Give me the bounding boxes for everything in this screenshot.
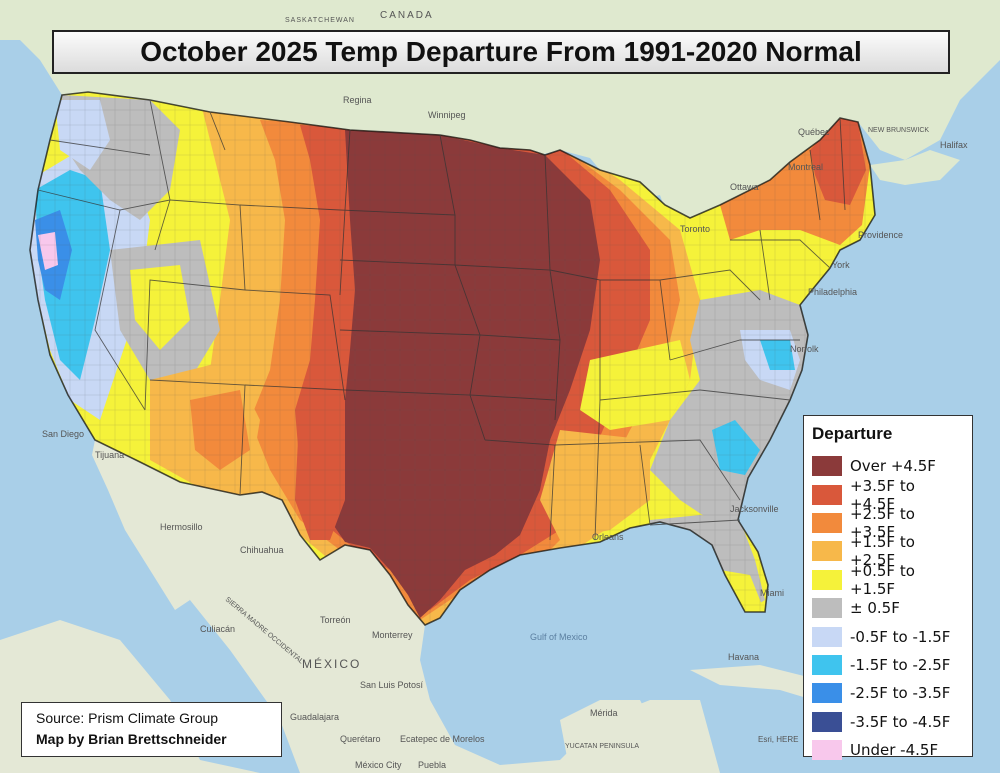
legend-item: +3.5F to +4.5F xyxy=(812,477,962,513)
label-montreal: Montreal xyxy=(788,162,823,172)
legend-swatch xyxy=(812,683,842,704)
legend-items: Over +4.5F +3.5F to +4.5F +2.5F to +3.5F +1… xyxy=(812,452,962,764)
legend: Departure Over +4.5F +3.5F to +4.5F +2.5F … xyxy=(803,415,973,761)
label-toronto: Toronto xyxy=(680,224,710,234)
legend-item: +0.5F to +1.5F xyxy=(812,562,962,598)
legend-label: -1.5F to -2.5F xyxy=(850,655,951,674)
label-guadalajara: Guadalajara xyxy=(290,712,339,722)
legend-item: +1.5F to +2.5F xyxy=(812,533,962,569)
label-jacksonville: Jacksonville xyxy=(730,504,779,514)
label-monterrey: Monterrey xyxy=(372,630,413,640)
legend-swatch xyxy=(812,654,842,675)
label-san-diego: San Diego xyxy=(42,429,84,439)
label-ottawa: Ottawa xyxy=(730,182,759,192)
label-chihuahua: Chihuahua xyxy=(240,545,284,555)
legend-title: Departure xyxy=(812,424,893,443)
map-title: October 2025 Temp Departure From 1991-20… xyxy=(52,30,950,74)
label-yucatan: YUCATAN PENINSULA xyxy=(565,743,639,750)
legend-item: -2.5F to -3.5F xyxy=(812,679,962,707)
label-torreon: Torreón xyxy=(320,615,351,625)
legend-item: ± 0.5F xyxy=(812,594,962,622)
legend-label: Under -4.5F xyxy=(850,741,939,760)
source-credit: Source: Prism Climate Group xyxy=(36,710,219,726)
legend-swatch xyxy=(812,541,842,562)
label-gulf-of-mexico: Gulf of Mexico xyxy=(530,632,588,642)
legend-swatch xyxy=(812,456,842,477)
label-queretaro: Querétaro xyxy=(340,734,381,744)
legend-label: Over +4.5F xyxy=(850,457,936,476)
label-san-luis-potosi: San Luis Potosí xyxy=(360,680,424,690)
legend-swatch xyxy=(812,512,842,533)
label-providence: Providence xyxy=(858,230,903,240)
label-saskatchewan: SASKATCHEWAN xyxy=(285,17,355,24)
legend-item: Under -4.5F xyxy=(812,736,962,764)
label-mexico: MÉXICO xyxy=(302,656,361,671)
label-miami: Miami xyxy=(760,588,784,598)
legend-label: +1.5F to +2.5F xyxy=(850,533,915,570)
legend-item: Over +4.5F xyxy=(812,452,962,480)
legend-label: -2.5F to -3.5F xyxy=(850,684,951,703)
label-philadelphia: Philadelphia xyxy=(808,287,857,297)
label-canada: CANADA xyxy=(380,10,434,21)
legend-label: +3.5F to +4.5F xyxy=(850,476,915,513)
legend-swatch xyxy=(812,598,842,619)
legend-item: -1.5F to -2.5F xyxy=(812,651,962,679)
label-york: York xyxy=(832,260,850,270)
state-boundaries xyxy=(29,91,876,626)
label-puebla: Puebla xyxy=(418,760,446,770)
label-hermosillo: Hermosillo xyxy=(160,522,203,532)
label-norfolk: Norfolk xyxy=(790,344,819,354)
legend-swatch xyxy=(812,740,842,761)
legend-item: -3.5F to -4.5F xyxy=(812,708,962,736)
label-merida: Mérida xyxy=(590,708,618,718)
legend-label: -0.5F to -1.5F xyxy=(850,627,951,646)
legend-item: -0.5F to -1.5F xyxy=(812,622,962,650)
legend-label: -3.5F to -4.5F xyxy=(850,712,951,731)
legend-swatch xyxy=(812,569,842,590)
label-orleans: Orleans xyxy=(592,532,624,542)
label-culiacan: Culiacán xyxy=(200,624,235,634)
label-regina: Regina xyxy=(343,95,372,105)
label-mexico-city: México City xyxy=(355,760,402,770)
label-winnipeg: Winnipeg xyxy=(428,110,466,120)
legend-item: +2.5F to +3.5F xyxy=(812,505,962,541)
legend-label: ± 0.5F xyxy=(850,599,900,618)
legend-swatch xyxy=(812,626,842,647)
legend-label: +2.5F to +3.5F xyxy=(850,504,915,541)
label-quebec: Québec xyxy=(798,127,830,137)
legend-label: +0.5F to +1.5F xyxy=(850,561,915,598)
label-halifax: Halifax xyxy=(940,140,968,150)
label-esri: Esri, HERE xyxy=(758,735,798,744)
credit-box: Source: Prism Climate Group Map by Brian… xyxy=(21,702,282,757)
author-credit: Map by Brian Brettschneider xyxy=(36,731,227,747)
label-new-brunswick: NEW BRUNSWICK xyxy=(868,127,929,134)
legend-swatch xyxy=(812,484,842,505)
label-ecatepec: Ecatepec de Morelos xyxy=(400,734,485,744)
label-tijuana: Tijuana xyxy=(95,450,124,460)
label-havana: Havana xyxy=(728,652,759,662)
legend-swatch xyxy=(812,711,842,732)
